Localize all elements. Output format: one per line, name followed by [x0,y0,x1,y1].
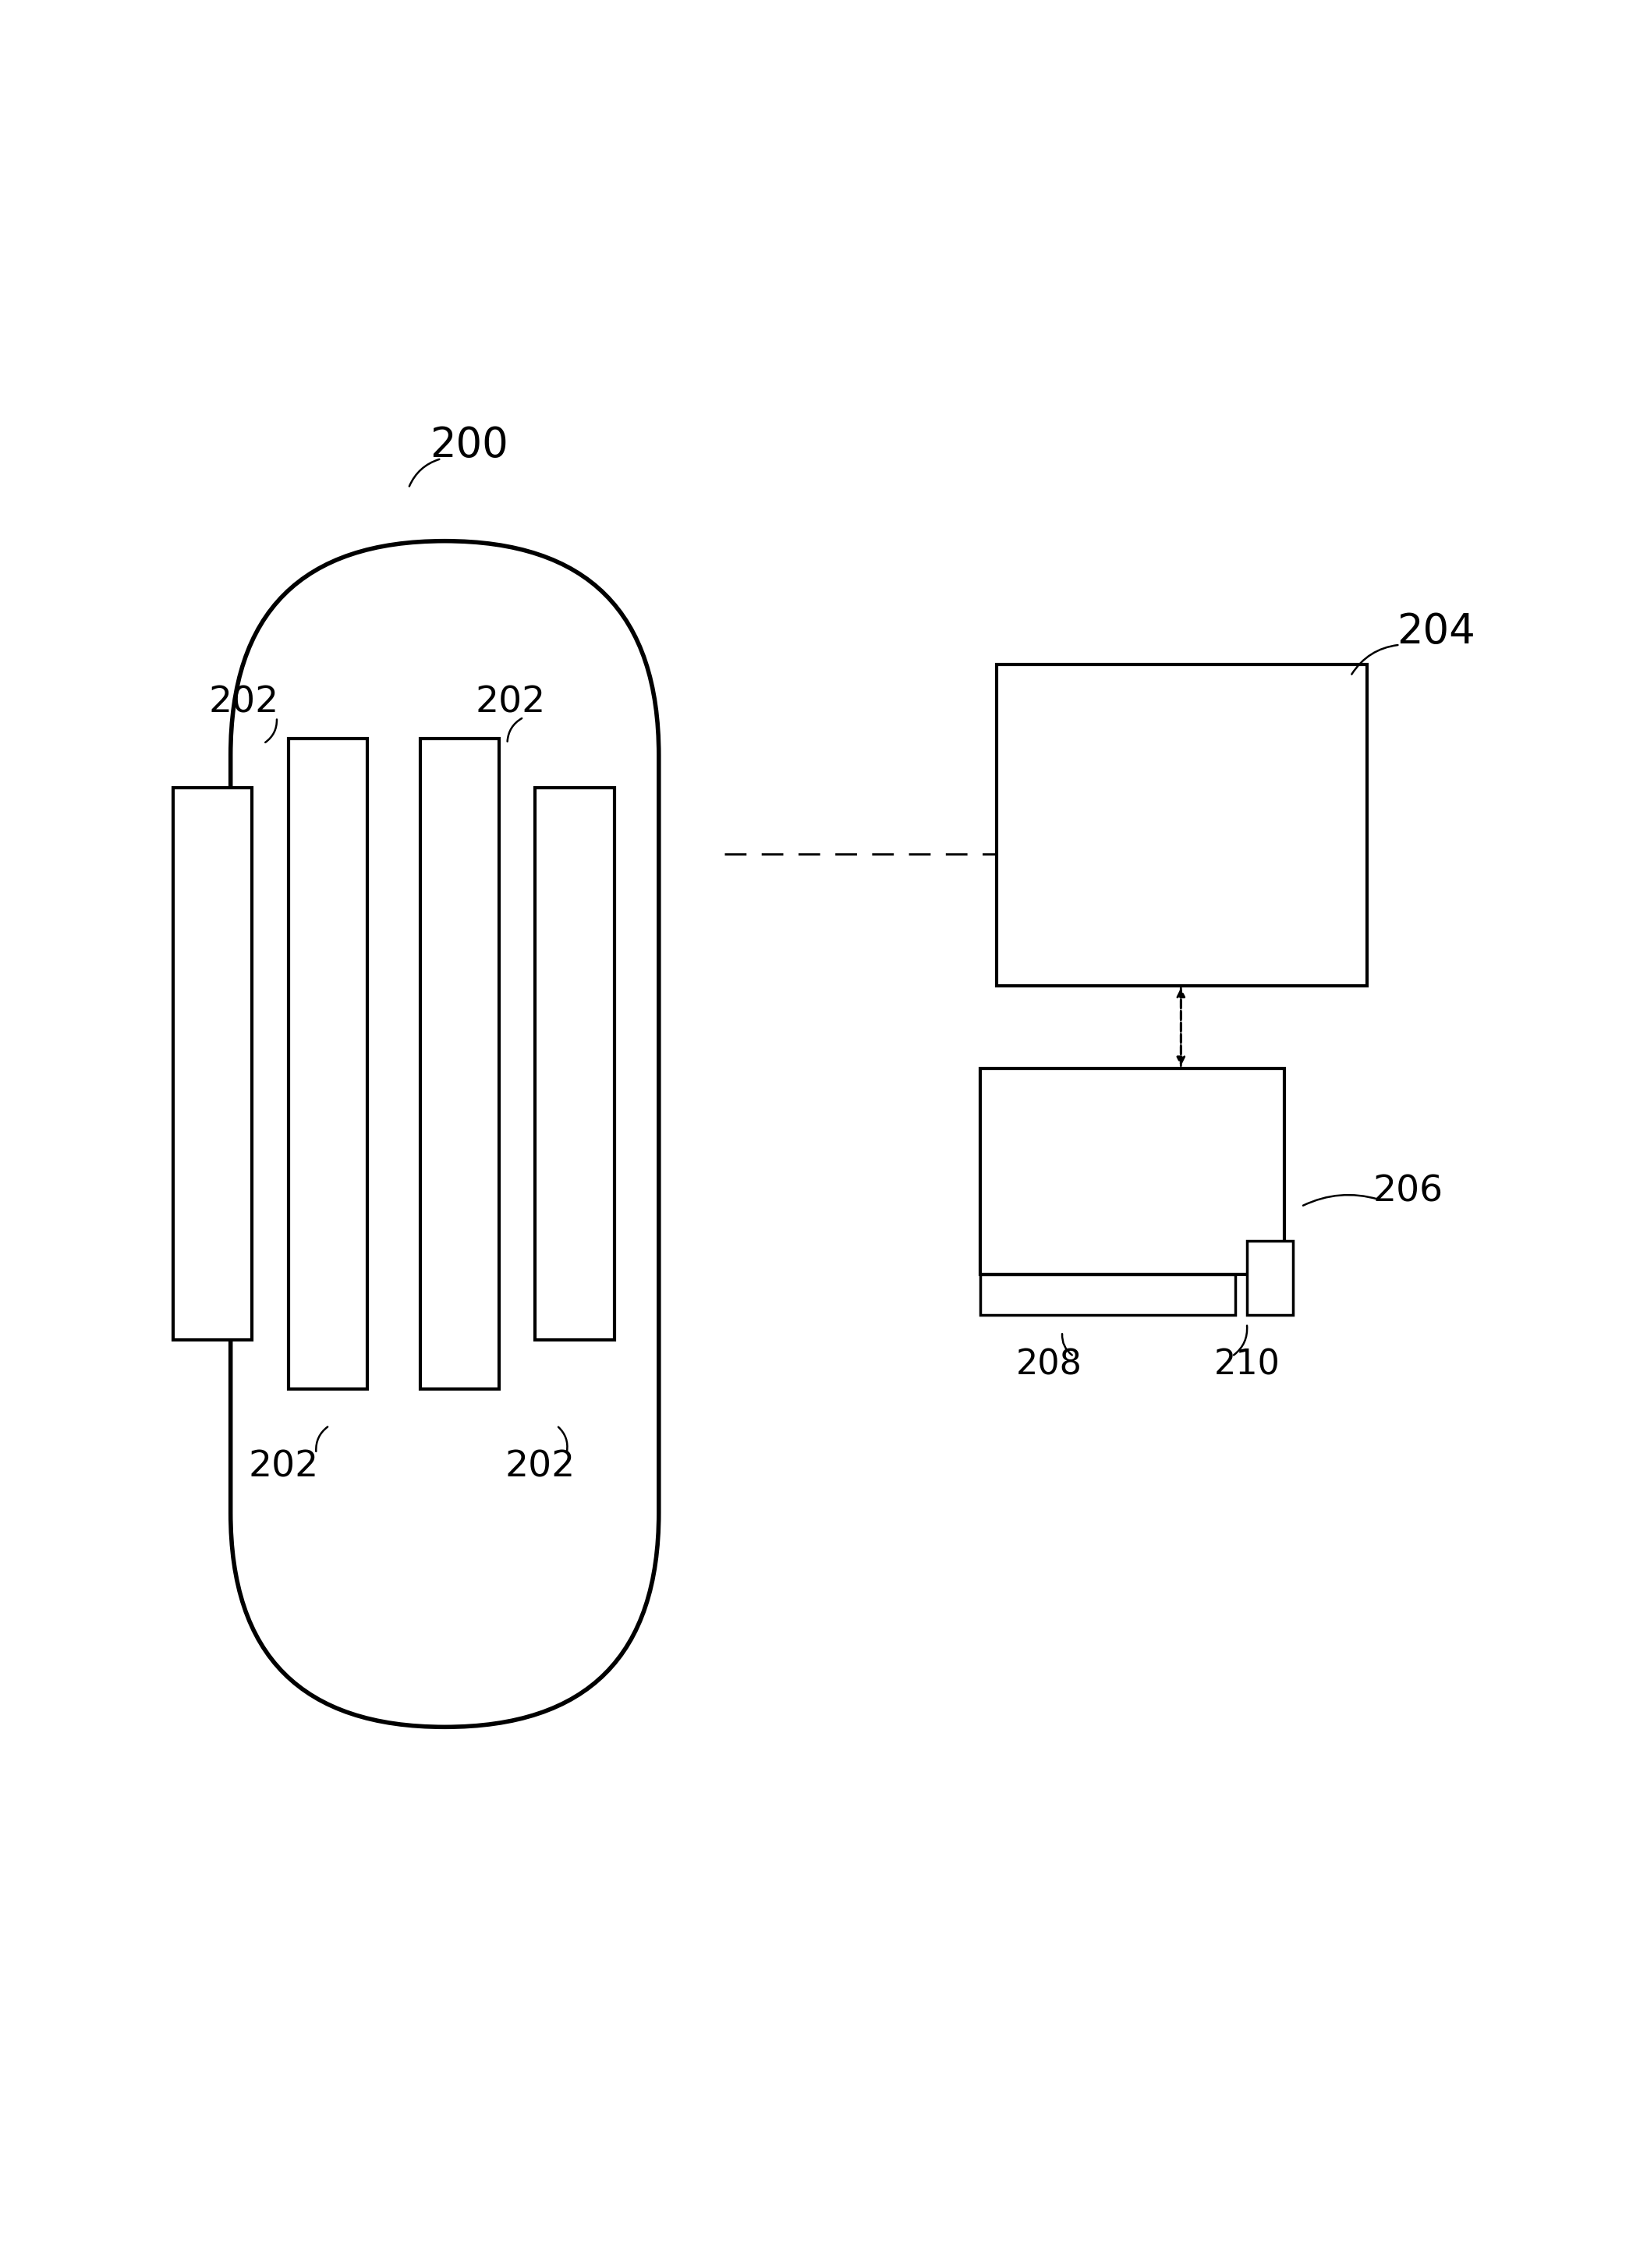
Bar [980,1275,1235,1315]
Text: 202: 202 [506,1449,575,1483]
Bar [980,1068,1285,1275]
Bar [996,665,1367,987]
Text: 200: 200 [430,424,509,465]
Text: 210: 210 [1214,1347,1280,1381]
Text: 208: 208 [1016,1347,1082,1381]
Text: 202: 202 [209,685,278,719]
Text: 202: 202 [249,1449,318,1483]
Bar [288,739,367,1390]
Bar [535,787,614,1340]
Text: 204: 204 [1397,612,1476,651]
Bar [1247,1241,1293,1315]
Text: 206: 206 [1374,1175,1443,1209]
Bar [173,787,252,1340]
Text: 202: 202 [476,685,545,719]
FancyBboxPatch shape [231,542,659,1726]
Bar [420,739,499,1390]
